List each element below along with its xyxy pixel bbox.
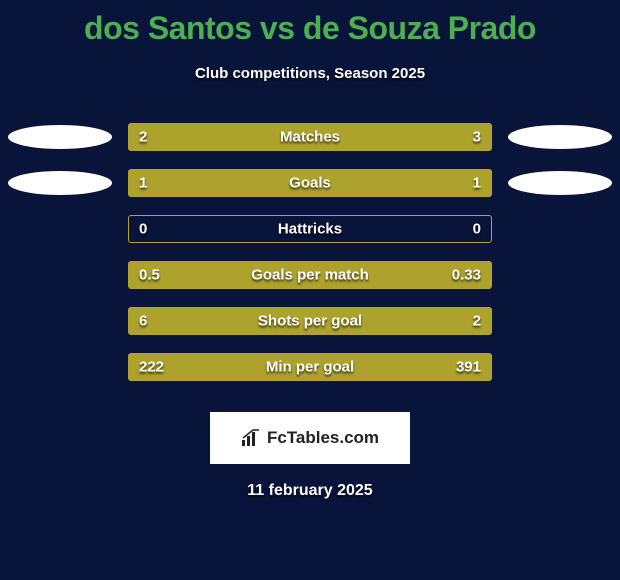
stat-label: Goals <box>289 175 331 192</box>
stat-label: Shots per goal <box>258 313 362 330</box>
player-left-badge <box>8 171 112 195</box>
branding-badge: FcTables.com <box>210 412 410 464</box>
stat-label: Hattricks <box>278 221 342 238</box>
stat-value-left: 0 <box>139 221 147 238</box>
stat-value-right: 1 <box>473 175 481 192</box>
stat-label: Matches <box>280 129 340 146</box>
stat-value-right: 3 <box>473 129 481 146</box>
page-title: dos Santos vs de Souza Prado <box>0 0 620 47</box>
stat-bar: Matches 2 3 <box>128 123 492 151</box>
stat-bar: Goals 1 1 <box>128 169 492 197</box>
stat-value-left: 222 <box>139 359 164 376</box>
stat-row: Goals 1 1 <box>8 160 612 206</box>
player-right-badge <box>508 171 612 195</box>
date-label: 11 february 2025 <box>0 482 620 500</box>
stat-row: Matches 2 3 <box>8 114 612 160</box>
branding-text: FcTables.com <box>267 428 379 448</box>
stat-label: Goals per match <box>251 267 369 284</box>
stat-value-right: 391 <box>456 359 481 376</box>
stat-row: Goals per match 0.5 0.33 <box>8 252 612 298</box>
stat-value-left: 6 <box>139 313 147 330</box>
bar-right-fill <box>310 170 491 196</box>
stat-value-right: 2 <box>473 313 481 330</box>
player-right-badge <box>508 125 612 149</box>
comparison-chart: Matches 2 3 Goals 1 1 Hattricks 0 0 Goals per mat… <box>0 114 620 390</box>
stat-bar: Goals per match 0.5 0.33 <box>128 261 492 289</box>
stat-row: Shots per goal 6 2 <box>8 298 612 344</box>
subtitle: Club competitions, Season 2025 <box>0 65 620 82</box>
stat-row: Min per goal 222 391 <box>8 344 612 390</box>
stat-bar: Min per goal 222 391 <box>128 353 492 381</box>
player-left-badge <box>8 125 112 149</box>
bar-left-fill <box>129 124 274 150</box>
stat-bar: Hattricks 0 0 <box>128 215 492 243</box>
stat-row: Hattricks 0 0 <box>8 206 612 252</box>
stat-label: Min per goal <box>266 359 354 376</box>
stat-bar: Shots per goal 6 2 <box>128 307 492 335</box>
stat-value-left: 2 <box>139 129 147 146</box>
stat-value-left: 1 <box>139 175 147 192</box>
stat-value-left: 0.5 <box>139 267 160 284</box>
chart-icon <box>241 429 261 447</box>
stat-value-right: 0 <box>473 221 481 238</box>
stat-value-right: 0.33 <box>452 267 481 284</box>
bar-left-fill <box>129 170 310 196</box>
